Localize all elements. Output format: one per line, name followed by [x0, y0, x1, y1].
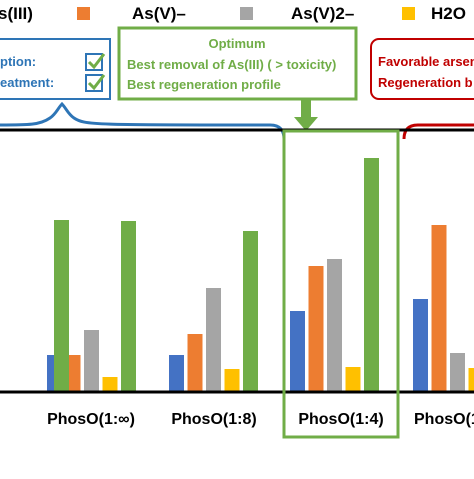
- bar-series1-cat2: [188, 334, 203, 392]
- optimum-box: Optimum Best removal of As(III) ( > toxi…: [119, 28, 356, 131]
- category-label-4: PhosO(1: [414, 411, 474, 428]
- legend: s(III) As(V)– As(V)2– H2O: [0, 4, 466, 23]
- legend-label-as5-minus-text: As(V)–: [132, 4, 186, 23]
- category-label-3: PhosO(1:4): [298, 411, 383, 428]
- check-icon-1: [86, 54, 104, 70]
- bar-series2-cat4: [450, 353, 465, 392]
- left-box-line-2: eatment:: [0, 75, 54, 90]
- optimum-box-line-2: Best regeneration profile: [127, 77, 281, 92]
- bar-series1-cat3: [309, 266, 324, 392]
- legend-swatch-as5-minus: [77, 7, 90, 20]
- blue-group-bracket: [0, 104, 284, 139]
- legend-label-as3: s(III): [0, 4, 33, 23]
- category-labels: PhosO(1:∞) PhosO(1:8) PhosO(1:4) PhosO(1: [47, 411, 474, 428]
- category-label-2: PhosO(1:8): [171, 411, 256, 428]
- legend-swatch-as5-2minus: [240, 7, 253, 20]
- red-group-bracket: [404, 125, 474, 139]
- legend-label-h2o: H2O: [431, 4, 466, 23]
- optimum-arrow-shaft: [301, 99, 311, 119]
- legend-swatch-h2o: [402, 7, 415, 20]
- bar-series2-cat1: [84, 330, 99, 392]
- bar-series4-cat2: [243, 231, 258, 392]
- bar-series4-cat3: [364, 158, 379, 392]
- right-box-line-1: Favorable arsen: [378, 54, 474, 69]
- bar-series3-cat4: [469, 368, 474, 392]
- bar-series3-cat3: [346, 367, 361, 392]
- check-icon-2: [86, 75, 104, 91]
- right-box-line-2: Regeneration b: [378, 75, 473, 90]
- optimum-box-line-1: Best removal of As(III) ( > toxicity): [127, 57, 336, 72]
- left-annotation-box: ption: eatment:: [0, 39, 110, 99]
- bar-series2-cat3: [327, 259, 342, 392]
- bar-series0-cat4: [413, 299, 428, 392]
- right-box-frame: [371, 39, 474, 99]
- legend-label-as5-minus: As(V)–: [132, 4, 186, 23]
- optimum-box-title: Optimum: [208, 36, 265, 51]
- bar-series0-cat3: [290, 311, 305, 392]
- bar-series3-cat1: [103, 377, 118, 392]
- bar-series3-cat2: [225, 369, 240, 392]
- bar-series4-cat1: [121, 221, 136, 392]
- bars-group: [47, 158, 474, 392]
- legend-label-as5-2minus: As(V)2–: [291, 4, 354, 23]
- bar-series1-cat4: [432, 225, 447, 392]
- bar-series0-cat2: [169, 355, 184, 392]
- category-label-1: PhosO(1:∞): [47, 411, 135, 428]
- right-annotation-box: Favorable arsen Regeneration b: [371, 39, 474, 99]
- bar-series4-cat0: [54, 220, 69, 392]
- left-box-line-1: ption:: [0, 54, 36, 69]
- bar-series2-cat2: [206, 288, 221, 392]
